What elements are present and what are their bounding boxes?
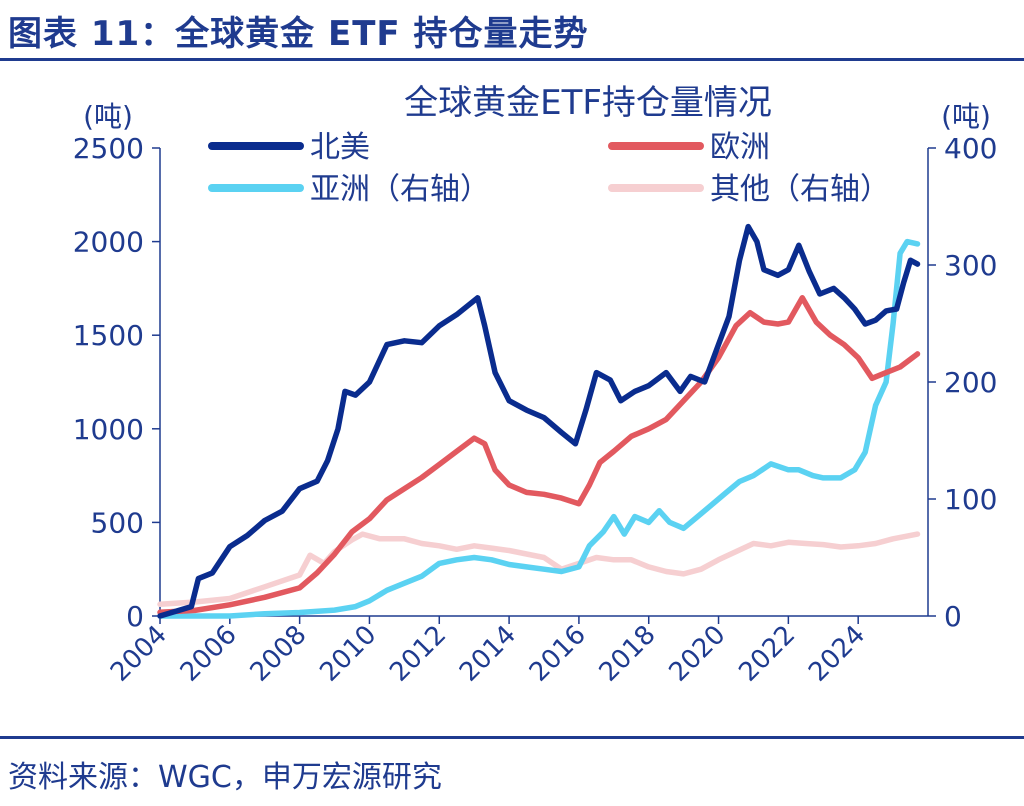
- right-tick-label: 300: [944, 249, 997, 282]
- left-tick-label: 500: [91, 506, 144, 539]
- legend-label-2: 亚洲（右轴）: [310, 172, 490, 207]
- left-tick-label: 1500: [73, 319, 144, 352]
- left-tick-label: 1000: [73, 413, 144, 446]
- legend-label-0: 北美: [310, 130, 370, 165]
- right-tick-label: 100: [944, 483, 997, 516]
- source-rule: [0, 736, 1024, 739]
- series-line-2: [157, 238, 921, 619]
- x-tick-label: 2006: [175, 620, 243, 688]
- series-layer: [157, 223, 921, 619]
- x-tick-label: 2012: [384, 620, 452, 688]
- series-line-0: [157, 223, 921, 619]
- series-line-1: [157, 295, 921, 616]
- x-tick-label: 2008: [245, 620, 313, 688]
- right-tick-label: 200: [944, 366, 997, 399]
- source-note: 资料来源：WGC，申万宏源研究: [8, 760, 442, 795]
- x-tick-label: 2016: [524, 620, 592, 688]
- right-tick-label: 0: [944, 600, 962, 633]
- legend-label-3: 其他（右轴）: [710, 172, 890, 207]
- left-tick-label: 2000: [73, 226, 144, 259]
- figure-title: 图表 11：全球黄金 ETF 持仓量走势: [8, 14, 589, 54]
- left-tick-label: 0: [126, 600, 144, 633]
- chart-title: 全球黄金ETF持仓量情况: [404, 83, 772, 123]
- x-tick-label: 2024: [803, 620, 871, 688]
- chart: 全球黄金ETF持仓量情况 (吨) (吨) 0500100015002000250…: [73, 83, 998, 688]
- x-tick-label: 2018: [594, 620, 662, 688]
- left-tick-label: 2500: [73, 132, 144, 165]
- legend-label-1: 欧洲: [710, 130, 770, 165]
- x-tick-label: 2014: [454, 620, 522, 688]
- right-axis-unit: (吨): [941, 100, 991, 133]
- left-axis-unit: (吨): [83, 100, 133, 133]
- right-tick-label: 400: [944, 132, 997, 165]
- x-tick-label: 2010: [314, 620, 382, 688]
- title-rule: [0, 58, 1024, 61]
- x-tick-label: 2020: [663, 620, 731, 688]
- x-tick-label: 2022: [733, 620, 801, 688]
